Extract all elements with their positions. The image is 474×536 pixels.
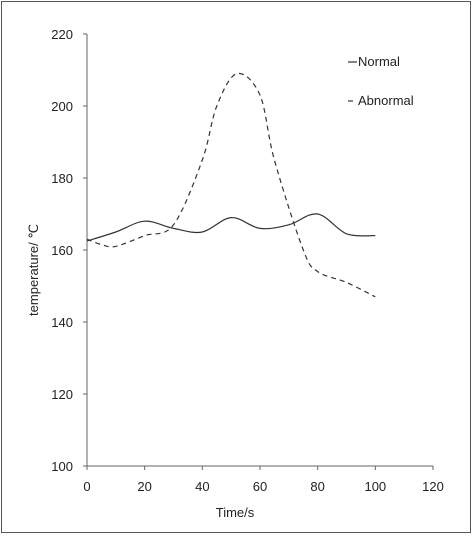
y-axis-title: temperature/ ℃ xyxy=(26,224,41,316)
x-tick-label: 0 xyxy=(83,479,90,494)
x-tick-label: 60 xyxy=(253,479,267,494)
legend-label-abnormal: Abnormal xyxy=(358,93,414,108)
series-lines xyxy=(86,72,376,298)
x-tick-label: 80 xyxy=(310,479,324,494)
y-tick-label: 100 xyxy=(51,459,73,474)
axes: 0 20 40 60 80 100 120 100 120 140 160 180 200 220 xyxy=(51,27,444,494)
x-axis-title: Time/s xyxy=(216,505,255,520)
x-tick-label: 40 xyxy=(195,479,209,494)
y-tick-label: 160 xyxy=(51,243,73,258)
x-tick-label: 100 xyxy=(364,479,386,494)
y-tick-label: 120 xyxy=(51,387,73,402)
x-tick-label: 120 xyxy=(422,479,444,494)
y-tick-label: 140 xyxy=(51,315,73,330)
y-tick-label: 200 xyxy=(51,99,73,114)
legend: Normal Abnormal xyxy=(348,54,414,108)
y-tick-label: 180 xyxy=(51,171,73,186)
series-line-normal xyxy=(86,213,376,242)
legend-label-normal: Normal xyxy=(358,54,400,69)
x-tick-label: 20 xyxy=(137,479,151,494)
y-tick-label: 220 xyxy=(51,27,73,42)
series-line-abnormal xyxy=(86,72,376,298)
